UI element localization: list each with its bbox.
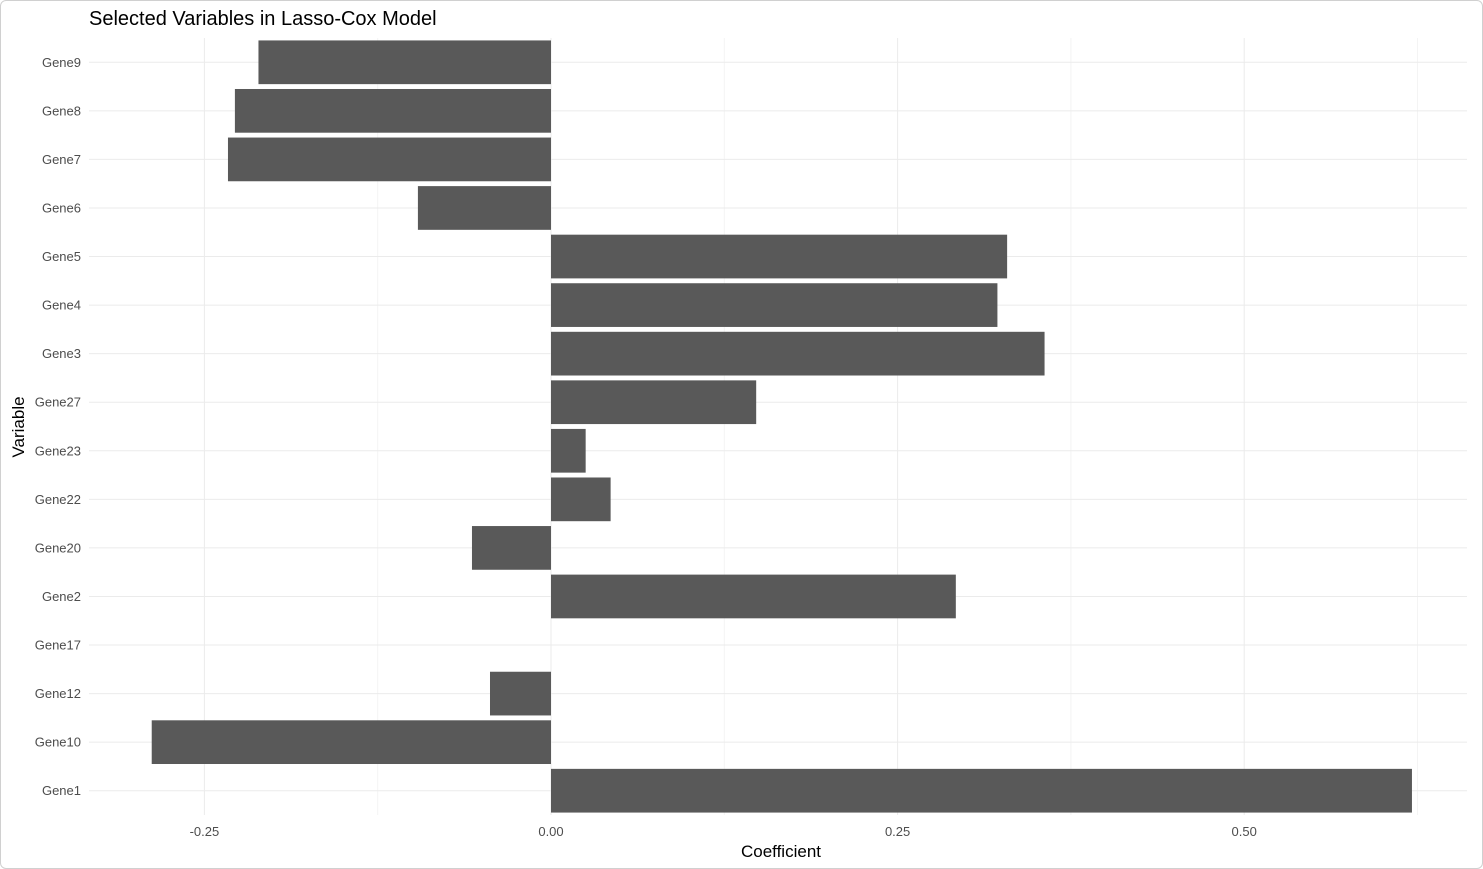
bar-gene22 <box>551 477 611 522</box>
y-tick-label: Gene4 <box>42 298 81 313</box>
x-tick-label: 0.50 <box>1232 824 1257 839</box>
y-tick-label: Gene6 <box>42 200 81 215</box>
bar-gene1 <box>551 768 1412 813</box>
bar-gene27 <box>551 380 757 425</box>
y-tick-labels: Gene9 Gene8 Gene7 Gene6 Gene5 Gene4 Gene3 Gene2… <box>35 55 81 798</box>
x-tick-label: 0.00 <box>538 824 563 839</box>
bar-gene23 <box>551 428 586 473</box>
y-tick-label: Gene3 <box>42 346 81 361</box>
bar-gene5 <box>551 234 1008 279</box>
y-tick-label: Gene20 <box>35 540 81 555</box>
bar-gene2 <box>551 574 956 619</box>
x-tick-label: -0.25 <box>190 824 220 839</box>
y-tick-label: Gene2 <box>42 589 81 604</box>
chart-title: Selected Variables in Lasso-Cox Model <box>89 8 437 30</box>
x-tick-labels: -0.25 0.00 0.25 0.50 <box>190 824 1257 839</box>
x-axis-title: Coefficient <box>741 842 821 861</box>
y-tick-label: Gene8 <box>42 103 81 118</box>
bars <box>151 40 1412 813</box>
y-tick-label: Gene9 <box>42 55 81 70</box>
bar-gene10 <box>151 720 551 765</box>
bar-gene6 <box>417 186 551 230</box>
y-tick-label: Gene12 <box>35 686 81 701</box>
y-tick-label: Gene5 <box>42 249 81 264</box>
bar-gene12 <box>489 671 551 716</box>
x-tick-label: 0.25 <box>885 824 910 839</box>
y-tick-label: Gene7 <box>42 152 81 167</box>
bar-gene7 <box>227 137 551 182</box>
bar-gene8 <box>234 88 551 133</box>
y-tick-label: Gene27 <box>35 395 81 410</box>
y-tick-label: Gene1 <box>42 783 81 798</box>
bar-gene20 <box>471 526 551 570</box>
y-axis-title: Variable <box>9 396 28 457</box>
bar-gene4 <box>551 283 998 327</box>
y-tick-label: Gene10 <box>35 735 81 750</box>
bar-gene9 <box>258 40 551 85</box>
y-tick-label: Gene23 <box>35 443 81 458</box>
y-tick-label: Gene22 <box>35 492 81 507</box>
bar-gene3 <box>551 331 1045 376</box>
y-tick-label: Gene17 <box>35 638 81 653</box>
